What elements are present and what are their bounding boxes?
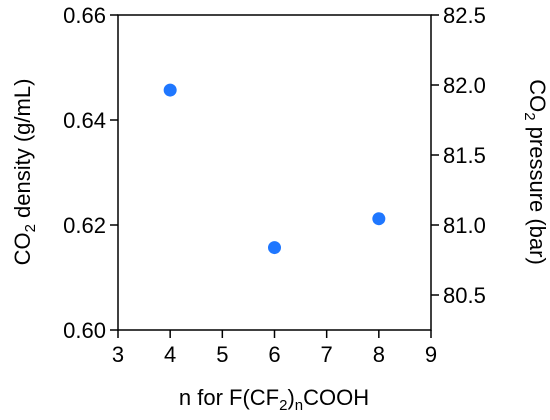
data-points: [163, 83, 386, 255]
x-axis-title: n for F(CF2)nCOOH: [179, 385, 369, 414]
x-tick-label: 7: [321, 342, 333, 367]
data-point: [268, 241, 281, 255]
left-y-tick-label: 0.62: [63, 213, 106, 238]
data-point: [372, 212, 386, 226]
data-point: [163, 83, 177, 97]
right-y-tick-label: 81.5: [443, 143, 486, 168]
right-y-tick-label: 82.0: [443, 73, 486, 98]
left-y-tick-label: 0.64: [63, 108, 106, 133]
x-tick-label: 6: [268, 342, 280, 367]
x-tick-label: 9: [425, 342, 437, 367]
x-tick-label: 5: [216, 342, 228, 367]
right-y-tick-label: 80.5: [443, 283, 486, 308]
x-tick-label: 8: [373, 342, 385, 367]
left-y-tick-label: 0.66: [63, 3, 106, 28]
right-y-axis-ticks: 80.5 81.0 81.5 82.0 82.5: [431, 3, 486, 308]
left-y-axis-ticks: 0.60 0.62 0.64 0.66: [63, 3, 118, 343]
left-y-tick-label: 0.60: [63, 318, 106, 343]
right-y-tick-label: 82.5: [443, 3, 486, 28]
x-tick-label: 3: [112, 342, 124, 367]
right-y-tick-label: 81.0: [443, 213, 486, 238]
x-tick-label: 4: [164, 342, 176, 367]
x-axis-ticks: 3 4 5 6 7 8 9: [112, 330, 437, 367]
left-y-axis-title: CO2 density (g/mL): [10, 79, 39, 266]
right-y-axis-title: CO2 pressure (bar): [521, 79, 550, 265]
plot-frame: [117, 14, 432, 331]
